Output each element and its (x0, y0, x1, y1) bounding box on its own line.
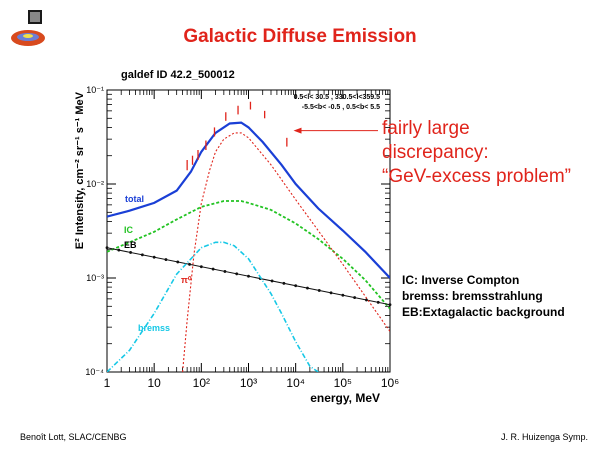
footer-event: J. R. Huizenga Symp. (500, 432, 588, 442)
slide-title: Galactic Diffuse Emission (183, 26, 417, 47)
series-line-bremss (107, 241, 319, 372)
eb-marker (365, 298, 368, 302)
legend-note-eb: EB:Extagalactic background (402, 305, 565, 319)
legend-note-ic: IC: Inverse Compton (402, 273, 520, 287)
series-line-pi0 (182, 132, 390, 372)
y-tick-label: 10⁻³ (86, 273, 104, 283)
x-axis-label: energy, MeV (310, 391, 380, 405)
eb-marker (247, 274, 250, 278)
y-tick-label: 10⁻¹ (86, 85, 104, 95)
y-tick-label: 10⁻⁴ (85, 367, 104, 377)
x-tick-label: 1 (104, 376, 111, 390)
eb-marker (211, 267, 215, 271)
series-label-total: total (125, 194, 144, 204)
eb-marker (152, 255, 156, 259)
y-axis-label: E² Intensity, cm⁻² sr⁻¹ s⁻¹ MeV (74, 91, 86, 249)
x-tick-label: 10⁶ (381, 376, 399, 390)
eb-marker (176, 260, 180, 264)
eb-marker (235, 272, 239, 276)
discrepancy-annotation: fairly large discrepancy: “GeV-excess pr… (382, 117, 571, 189)
eb-marker (341, 293, 345, 297)
component-legend-note: IC: Inverse Compton bremss: bremsstrahlu… (402, 272, 565, 320)
series-label-eb: EB (124, 240, 137, 250)
series-line-ic (107, 200, 390, 310)
eb-marker (223, 270, 227, 273)
series-label-ic: IC (124, 225, 134, 235)
region-label-1: 0.5<l< 30.5 , 330.5<l<359.5 (294, 94, 381, 101)
eb-marker (164, 258, 168, 261)
x-tick-label: 10 (147, 376, 161, 390)
eb-marker (388, 303, 392, 307)
eb-marker (282, 281, 286, 285)
eb-marker (199, 265, 203, 269)
annotation-arrowhead (293, 127, 302, 134)
x-tick-label: 10⁵ (334, 376, 352, 390)
eb-marker (270, 279, 274, 283)
series-label-pi0: π⁰ (181, 275, 192, 285)
x-tick-label: 10⁴ (286, 376, 305, 390)
eb-marker (306, 286, 309, 290)
y-tick-label: 10⁻² (86, 179, 104, 189)
eb-marker (317, 289, 321, 292)
eb-marker (329, 291, 333, 295)
eb-marker (353, 296, 357, 299)
eb-marker (376, 300, 380, 304)
series-line-total (107, 121, 390, 279)
eb-marker (129, 251, 132, 254)
footer-author: Benoît Lott, SLAC/CENBG (20, 432, 127, 442)
eb-marker (105, 246, 109, 250)
eb-marker (188, 262, 191, 266)
x-tick-label: 10² (193, 376, 210, 390)
legend-note-bremss: bremss: bremsstrahlung (402, 289, 543, 303)
eb-marker (294, 284, 298, 288)
eb-marker (140, 253, 144, 257)
chart-title: galdef ID 42.2_500012 (121, 69, 235, 81)
logo-image (11, 10, 45, 46)
eb-marker (117, 248, 121, 252)
annotation-line-1: fairly large (382, 118, 470, 139)
annotation-line-2: discrepancy: (382, 142, 489, 163)
annotation-line-3: “GeV-excess problem” (382, 166, 572, 187)
series-label-bremss: bremss (138, 323, 170, 333)
x-tick-label: 10³ (240, 376, 257, 390)
region-label-2: -5.5<b< -0.5 , 0.5<b< 5.5 (302, 104, 380, 111)
